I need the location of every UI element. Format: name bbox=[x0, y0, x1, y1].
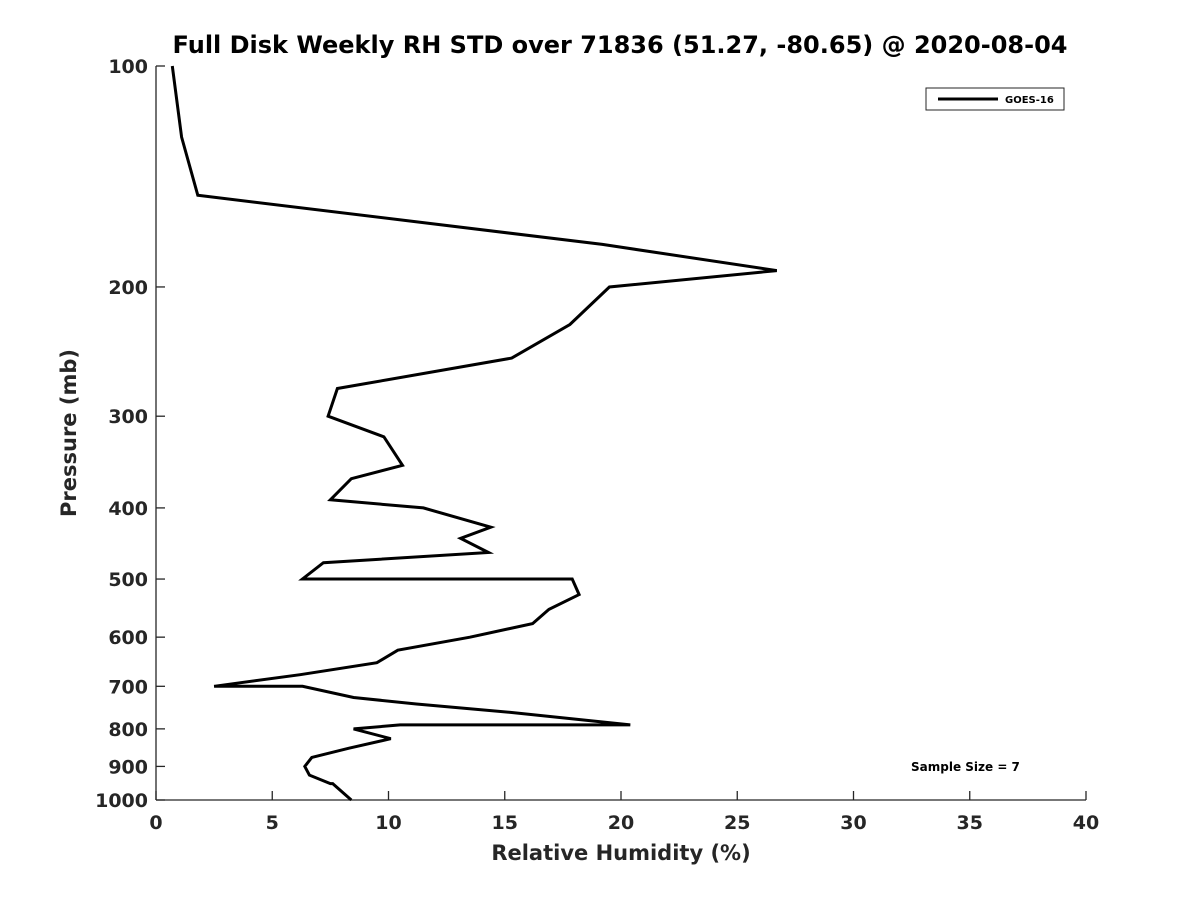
x-tick-label: 40 bbox=[1073, 812, 1099, 834]
y-tick-label: 800 bbox=[108, 719, 148, 741]
series-layer bbox=[170, 65, 778, 802]
x-tick-label: 0 bbox=[149, 812, 162, 834]
y-tick-label: 700 bbox=[108, 676, 148, 698]
x-tick-label: 25 bbox=[724, 812, 750, 834]
legend: GOES-16 bbox=[925, 87, 1065, 111]
series-line-goes-16 bbox=[170, 65, 778, 802]
plot-area: 0 5 10 15 20 25 30 35 40 100 200 300 400 500 600 700 80… bbox=[95, 56, 1099, 834]
x-tick-label: 30 bbox=[840, 812, 866, 834]
y-tick-label: 100 bbox=[108, 56, 148, 78]
y-ticks: 100 200 300 400 500 600 700 800 900 1000 bbox=[95, 56, 165, 812]
x-tick-label: 5 bbox=[266, 812, 279, 834]
x-axis-label: Relative Humidity (%) bbox=[491, 841, 750, 865]
x-tick-label: 20 bbox=[608, 812, 634, 834]
y-tick-label: 400 bbox=[108, 498, 148, 520]
y-tick-label: 500 bbox=[108, 569, 148, 591]
y-tick-label: 200 bbox=[108, 277, 148, 299]
y-axis-label: Pressure (mb) bbox=[57, 349, 81, 517]
x-ticks: 0 5 10 15 20 25 30 35 40 bbox=[149, 791, 1099, 834]
chart-title: Full Disk Weekly RH STD over 71836 (51.2… bbox=[173, 31, 1068, 59]
y-tick-label: 900 bbox=[108, 756, 148, 778]
y-tick-label: 300 bbox=[108, 406, 148, 428]
x-tick-label: 35 bbox=[957, 812, 983, 834]
y-tick-label: 1000 bbox=[95, 790, 148, 812]
y-tick-label: 600 bbox=[108, 627, 148, 649]
sample-size-annotation: Sample Size = 7 bbox=[911, 760, 1020, 774]
x-tick-label: 15 bbox=[492, 812, 518, 834]
plot-background bbox=[156, 66, 1086, 800]
legend-label: GOES-16 bbox=[1005, 95, 1054, 106]
x-tick-label: 10 bbox=[375, 812, 401, 834]
